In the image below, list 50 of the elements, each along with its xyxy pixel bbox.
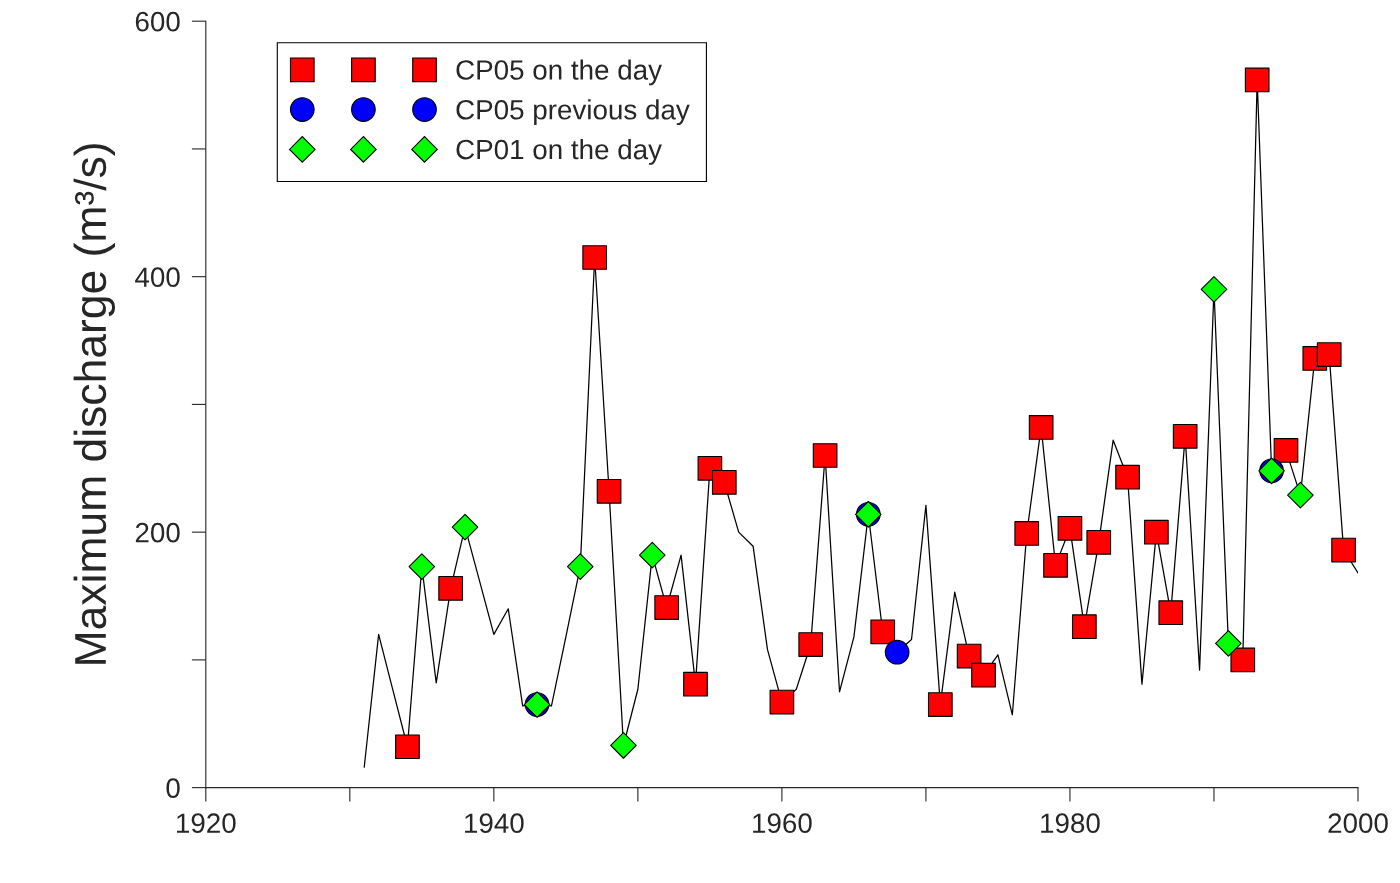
x-tick-label: 1940 [465,813,524,834]
legend-label: CP05 on the day [456,59,662,86]
point [683,671,708,697]
point [408,553,436,580]
point [638,541,666,569]
point [1172,423,1198,449]
point [1331,537,1356,563]
point [1244,67,1270,93]
point [451,513,479,541]
point [1014,521,1040,546]
x-tick-label: 1980 [1041,813,1100,834]
point [870,619,896,645]
legend-label: CP01 on the day [456,138,662,165]
y-tick-label: 400 [135,267,180,288]
x-tick-label: 1960 [753,813,812,834]
point [1115,464,1140,490]
point [566,553,594,580]
y-tick-label: 200 [135,522,180,543]
point [1086,530,1112,555]
x-tick-label: 2000 [1328,813,1388,834]
point [438,576,464,601]
y-axis-title: Maximum discharge (m³/s) [73,144,116,664]
point [812,443,838,468]
point [654,595,680,620]
point [596,478,622,504]
point [884,639,910,665]
point [1287,481,1314,509]
point [1158,600,1184,625]
point [1215,629,1242,657]
point [1200,276,1228,303]
point [711,469,737,495]
point [1316,342,1342,367]
x-tick-label: 1920 [177,813,236,834]
legend-label: CP05 previous day [456,99,690,126]
point [798,632,824,657]
point [971,662,996,688]
point [610,732,637,759]
point [769,689,795,715]
point [1144,519,1169,545]
point [1057,515,1083,541]
point [395,734,420,760]
point [1273,438,1299,463]
point [582,245,608,270]
y-tick-label: 600 [135,11,180,32]
point [1071,614,1097,640]
point [1043,553,1068,578]
point [1230,647,1256,673]
point [927,692,953,717]
y-tick-label: 0 [166,778,180,798]
point [1028,415,1054,440]
